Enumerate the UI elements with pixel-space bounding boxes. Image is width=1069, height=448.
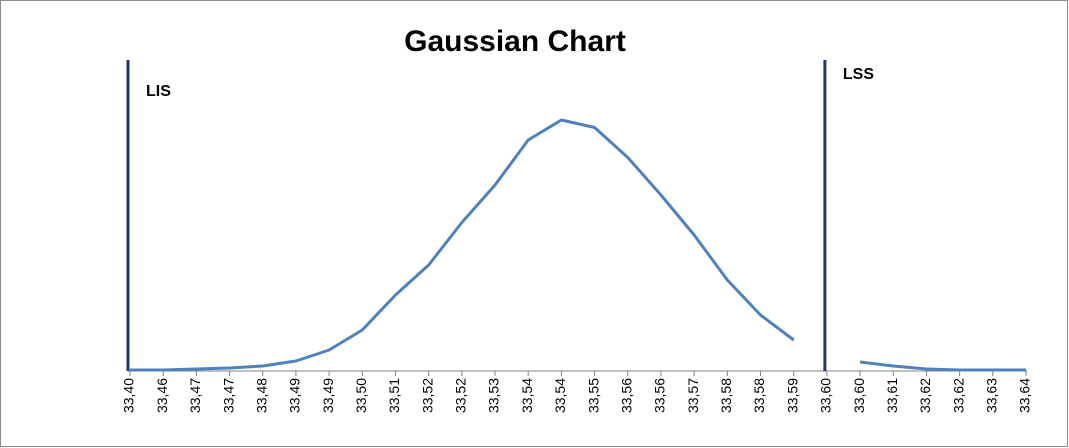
x-tick-label: 33,58 — [718, 378, 734, 413]
x-tick-label: 33,59 — [784, 378, 800, 413]
x-tick-label: 33,64 — [1017, 378, 1033, 413]
x-tick-label: 33,48 — [253, 378, 269, 413]
x-tick-label: 33,50 — [353, 378, 369, 413]
x-tick-label: 33,51 — [386, 378, 402, 413]
x-tick-label: 33,49 — [287, 378, 303, 413]
x-tick-label: 33,52 — [419, 378, 435, 413]
x-tick-label: 33,58 — [751, 378, 767, 413]
x-tick-label: 33,55 — [585, 378, 601, 413]
x-tick-label: 33,54 — [519, 378, 535, 413]
limit-label: LSS — [843, 66, 874, 83]
x-tick-label: 33,63 — [984, 378, 1000, 413]
x-tick-label: 33,53 — [486, 378, 502, 413]
x-tick-label: 33,46 — [154, 378, 170, 413]
x-tick-label: 33,40 — [121, 378, 137, 413]
x-tick-label: 33,60 — [818, 378, 834, 413]
series-line — [130, 118, 1026, 372]
x-tick-label: 33,62 — [950, 378, 966, 413]
x-tick-label: 33,61 — [884, 378, 900, 413]
x-tick-label: 33,57 — [685, 378, 701, 413]
x-tick-label: 33,54 — [552, 378, 568, 413]
x-tick-label: 33,60 — [851, 378, 867, 413]
x-tick-label: 33,56 — [652, 378, 668, 413]
x-tick-label: 33,47 — [220, 378, 236, 413]
x-tick-label: 33,52 — [453, 378, 469, 413]
x-tick-label: 33,49 — [320, 378, 336, 413]
limit-label: LIS — [146, 83, 171, 100]
x-tick-label: 33,62 — [917, 378, 933, 413]
chart-title: Gaussian Chart — [404, 25, 626, 58]
x-tick-label: 33,56 — [618, 378, 634, 413]
x-tick-label: 33,47 — [187, 378, 203, 413]
